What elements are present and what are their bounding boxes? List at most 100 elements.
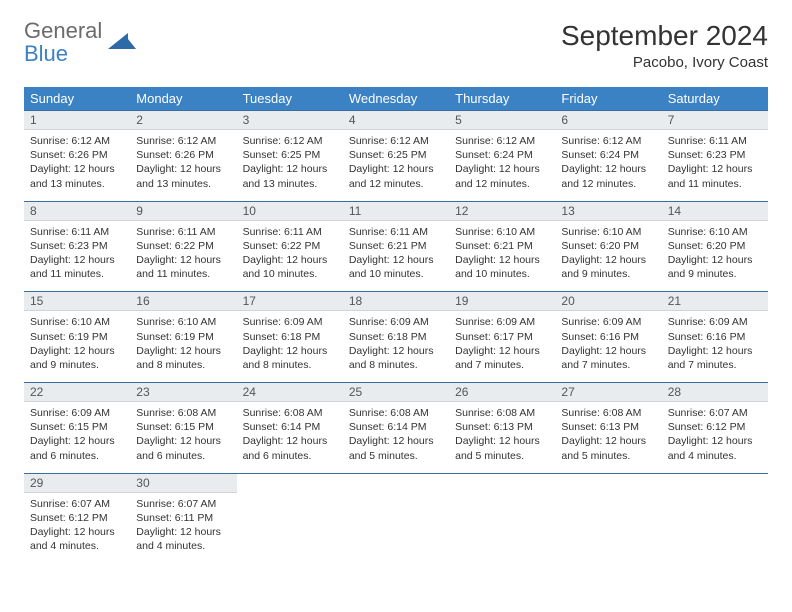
- sunrise-line: Sunrise: 6:09 AM: [243, 315, 337, 329]
- day-number: 14: [662, 202, 768, 221]
- day-body: Sunrise: 6:11 AMSunset: 6:22 PMDaylight:…: [130, 221, 236, 292]
- sunrise-line: Sunrise: 6:09 AM: [30, 406, 124, 420]
- sunset-line: Sunset: 6:14 PM: [349, 420, 443, 434]
- day-number: 5: [449, 111, 555, 130]
- daylight-line: Daylight: 12 hours and 12 minutes.: [455, 162, 549, 190]
- header: General Blue September 2024 Pacobo, Ivor…: [24, 20, 768, 71]
- day-number: 2: [130, 111, 236, 130]
- daylight-line: Daylight: 12 hours and 8 minutes.: [349, 344, 443, 372]
- calendar-day-cell: 14 Sunrise: 6:10 AMSunset: 6:20 PMDayligh…: [662, 201, 768, 292]
- sunrise-line: Sunrise: 6:09 AM: [349, 315, 443, 329]
- day-body: Sunrise: 6:09 AMSunset: 6:16 PMDaylight:…: [555, 311, 661, 382]
- calendar-day-cell: 12Sunrise: 6:10 AMSunset: 6:21 PMDayligh…: [449, 201, 555, 292]
- sunset-line: Sunset: 6:22 PM: [136, 239, 230, 253]
- sunrise-line: Sunrise: 6:10 AM: [668, 225, 762, 239]
- sunset-line: Sunset: 6:20 PM: [668, 239, 762, 253]
- sunrise-line: Sunrise: 6:08 AM: [455, 406, 549, 420]
- sunset-line: Sunset: 6:22 PM: [243, 239, 337, 253]
- day-number: 13: [555, 202, 661, 221]
- weekday-header: Friday: [555, 87, 661, 111]
- sunset-line: Sunset: 6:21 PM: [455, 239, 549, 253]
- sunset-line: Sunset: 6:18 PM: [349, 330, 443, 344]
- sunset-line: Sunset: 6:26 PM: [30, 148, 124, 162]
- sunset-line: Sunset: 6:15 PM: [30, 420, 124, 434]
- calendar-day-cell: 1Sunrise: 6:12 AMSunset: 6:26 PMDaylight…: [24, 111, 130, 202]
- daylight-line: Daylight: 12 hours and 9 minutes.: [668, 253, 762, 281]
- daylight-line: Daylight: 12 hours and 9 minutes.: [30, 344, 124, 372]
- day-number: 20: [555, 292, 661, 311]
- sunrise-line: Sunrise: 6:10 AM: [136, 315, 230, 329]
- calendar-day-cell: 17Sunrise: 6:09 AMSunset: 6:18 PMDayligh…: [237, 292, 343, 383]
- day-number: 28: [662, 383, 768, 402]
- day-body: Sunrise: 6:10 AMSunset: 6:19 PMDaylight:…: [24, 311, 130, 382]
- weekday-header: Thursday: [449, 87, 555, 111]
- calendar-day-cell: 15Sunrise: 6:10 AMSunset: 6:19 PMDayligh…: [24, 292, 130, 383]
- sunset-line: Sunset: 6:23 PM: [668, 148, 762, 162]
- title-block: September 2024 Pacobo, Ivory Coast: [561, 20, 768, 71]
- day-number: 16: [130, 292, 236, 311]
- sunset-line: Sunset: 6:25 PM: [349, 148, 443, 162]
- sunset-line: Sunset: 6:11 PM: [136, 511, 230, 525]
- day-body: Sunrise: 6:07 AMSunset: 6:12 PMDaylight:…: [24, 493, 130, 564]
- daylight-line: Daylight: 12 hours and 10 minutes.: [243, 253, 337, 281]
- daylight-line: Daylight: 12 hours and 7 minutes.: [455, 344, 549, 372]
- day-body: Sunrise: 6:12 AMSunset: 6:24 PMDaylight:…: [449, 130, 555, 201]
- calendar-day-cell: 11Sunrise: 6:11 AMSunset: 6:21 PMDayligh…: [343, 201, 449, 292]
- sunrise-line: Sunrise: 6:09 AM: [668, 315, 762, 329]
- sunrise-line: Sunrise: 6:12 AM: [455, 134, 549, 148]
- day-body: Sunrise: 6:09 AMSunset: 6:18 PMDaylight:…: [343, 311, 449, 382]
- calendar-week-row: 22Sunrise: 6:09 AMSunset: 6:15 PMDayligh…: [24, 383, 768, 474]
- sunrise-line: Sunrise: 6:12 AM: [136, 134, 230, 148]
- sunset-line: Sunset: 6:19 PM: [136, 330, 230, 344]
- sunrise-line: Sunrise: 6:10 AM: [455, 225, 549, 239]
- calendar-day-cell: 2Sunrise: 6:12 AMSunset: 6:26 PMDaylight…: [130, 111, 236, 202]
- sunset-line: Sunset: 6:13 PM: [561, 420, 655, 434]
- daylight-line: Daylight: 12 hours and 4 minutes.: [136, 525, 230, 553]
- calendar-day-cell: [555, 473, 661, 563]
- daylight-line: Daylight: 12 hours and 10 minutes.: [349, 253, 443, 281]
- sunrise-line: Sunrise: 6:10 AM: [30, 315, 124, 329]
- calendar-day-cell: 9Sunrise: 6:11 AMSunset: 6:22 PMDaylight…: [130, 201, 236, 292]
- sunrise-line: Sunrise: 6:11 AM: [136, 225, 230, 239]
- daylight-line: Daylight: 12 hours and 12 minutes.: [561, 162, 655, 190]
- day-number: 1: [24, 111, 130, 130]
- daylight-line: Daylight: 12 hours and 8 minutes.: [243, 344, 337, 372]
- daylight-line: Daylight: 12 hours and 12 minutes.: [349, 162, 443, 190]
- calendar-day-cell: 7Sunrise: 6:11 AMSunset: 6:23 PMDaylight…: [662, 111, 768, 202]
- location-label: Pacobo, Ivory Coast: [561, 54, 768, 71]
- sunrise-line: Sunrise: 6:12 AM: [243, 134, 337, 148]
- day-body: Sunrise: 6:09 AMSunset: 6:18 PMDaylight:…: [237, 311, 343, 382]
- sunset-line: Sunset: 6:15 PM: [136, 420, 230, 434]
- sunrise-line: Sunrise: 6:12 AM: [30, 134, 124, 148]
- daylight-line: Daylight: 12 hours and 7 minutes.: [668, 344, 762, 372]
- logo: General Blue: [24, 20, 136, 66]
- day-number: 12: [449, 202, 555, 221]
- day-body: Sunrise: 6:11 AMSunset: 6:23 PMDaylight:…: [662, 130, 768, 201]
- weekday-header: Saturday: [662, 87, 768, 111]
- weekday-header-row: Sunday Monday Tuesday Wednesday Thursday…: [24, 87, 768, 111]
- page-title: September 2024: [561, 20, 768, 52]
- sunrise-line: Sunrise: 6:07 AM: [668, 406, 762, 420]
- day-body: Sunrise: 6:08 AMSunset: 6:15 PMDaylight:…: [130, 402, 236, 473]
- daylight-line: Daylight: 12 hours and 4 minutes.: [30, 525, 124, 553]
- daylight-line: Daylight: 12 hours and 8 minutes.: [136, 344, 230, 372]
- weekday-header: Tuesday: [237, 87, 343, 111]
- daylight-line: Daylight: 12 hours and 5 minutes.: [455, 434, 549, 462]
- calendar-day-cell: 6Sunrise: 6:12 AMSunset: 6:24 PMDaylight…: [555, 111, 661, 202]
- day-body: Sunrise: 6:10 AMSunset: 6:21 PMDaylight:…: [449, 221, 555, 292]
- logo-text-2: Blue: [24, 41, 68, 66]
- day-body: Sunrise: 6:08 AMSunset: 6:14 PMDaylight:…: [237, 402, 343, 473]
- calendar-day-cell: 18Sunrise: 6:09 AMSunset: 6:18 PMDayligh…: [343, 292, 449, 383]
- day-number: 7: [662, 111, 768, 130]
- day-number: 26: [449, 383, 555, 402]
- calendar-day-cell: 29Sunrise: 6:07 AMSunset: 6:12 PMDayligh…: [24, 473, 130, 563]
- calendar-day-cell: 30Sunrise: 6:07 AMSunset: 6:11 PMDayligh…: [130, 473, 236, 563]
- day-number: 8: [24, 202, 130, 221]
- daylight-line: Daylight: 12 hours and 5 minutes.: [561, 434, 655, 462]
- day-number: 22: [24, 383, 130, 402]
- day-number: 30: [130, 474, 236, 493]
- calendar-week-row: 8Sunrise: 6:11 AMSunset: 6:23 PMDaylight…: [24, 201, 768, 292]
- day-number: 3: [237, 111, 343, 130]
- calendar-week-row: 15Sunrise: 6:10 AMSunset: 6:19 PMDayligh…: [24, 292, 768, 383]
- day-body: Sunrise: 6:11 AMSunset: 6:21 PMDaylight:…: [343, 221, 449, 292]
